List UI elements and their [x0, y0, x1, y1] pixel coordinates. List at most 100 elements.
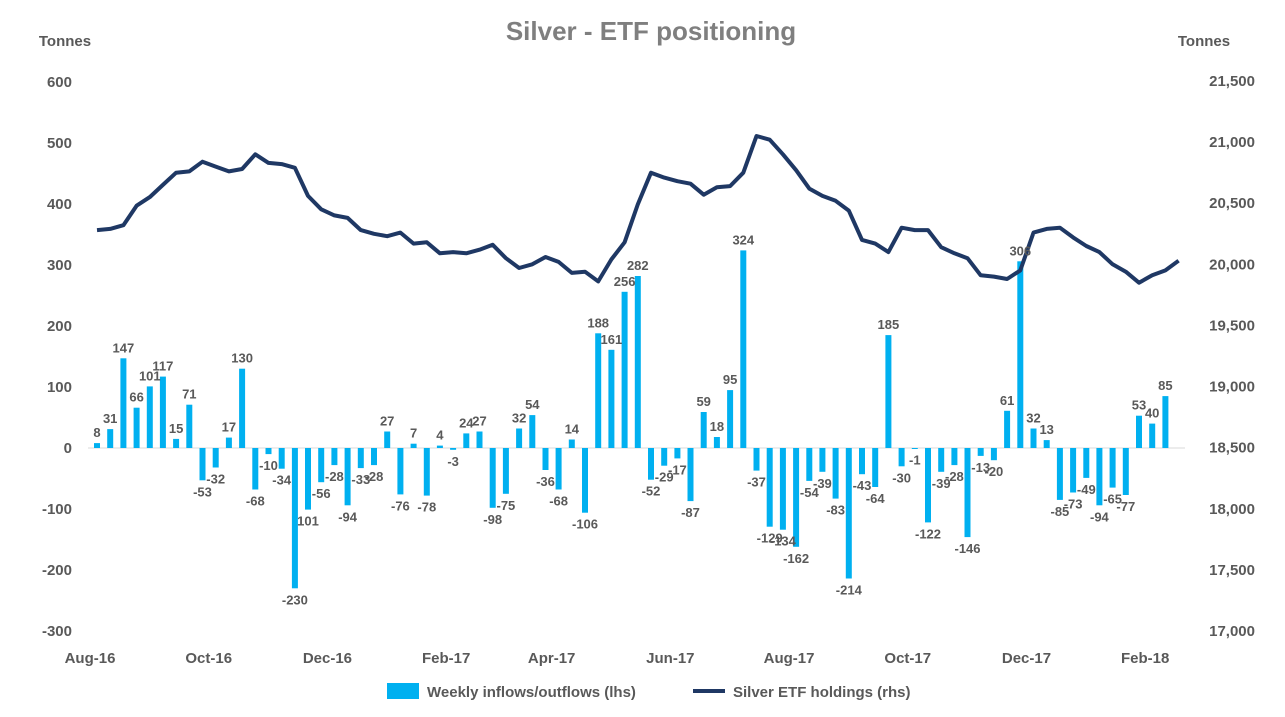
bar-data-label: -162 — [783, 551, 809, 566]
left-axis-tick-label: 100 — [47, 379, 72, 396]
bar-data-label: -56 — [312, 486, 331, 501]
bar-weekly-flow — [872, 448, 879, 487]
bar-data-label: 95 — [723, 372, 737, 387]
bar-data-label: -53 — [193, 484, 212, 499]
bar-weekly-flow — [845, 448, 852, 579]
bar-weekly-flow — [146, 386, 153, 448]
bar-data-label: -106 — [572, 517, 598, 532]
bar-weekly-flow — [608, 349, 615, 448]
bar-weekly-flow — [753, 448, 760, 471]
bar-data-label: -36 — [536, 474, 555, 489]
bar-data-label: -78 — [417, 500, 436, 515]
bar-weekly-flow — [819, 448, 826, 472]
bar-data-label: 61 — [1000, 393, 1014, 408]
x-axis-tick-label: Aug-16 — [65, 650, 116, 667]
bar-weekly-flow — [291, 448, 298, 589]
bar-data-label: 7 — [410, 426, 417, 441]
bar-data-label: 32 — [512, 411, 526, 426]
bar-data-label: -43 — [853, 478, 872, 493]
bar-data-label: -76 — [391, 498, 410, 513]
bar-weekly-flow — [687, 448, 694, 502]
bar-data-label: -68 — [549, 494, 568, 509]
bar-weekly-flow — [318, 448, 325, 483]
bar-data-label: 306 — [1009, 243, 1031, 258]
bar-data-label: 71 — [182, 387, 196, 402]
bar-data-label: -20 — [985, 464, 1004, 479]
bar-weekly-flow — [199, 448, 206, 481]
bar-data-label: 66 — [129, 390, 143, 405]
x-axis-tick-label: Oct-16 — [185, 650, 232, 667]
bar-data-label: -98 — [483, 512, 502, 527]
bar-data-label: -3 — [447, 454, 459, 469]
bar-weekly-flow — [1056, 448, 1063, 500]
bar-data-labels: 831147661011171571-53-3217130-68-10-34-2… — [93, 232, 1172, 607]
bar-weekly-flow — [1136, 415, 1142, 448]
right-axis-tick-label: 18,000 — [1209, 501, 1255, 518]
bar-weekly-flow — [397, 448, 404, 495]
bar-weekly-flow — [265, 448, 272, 455]
bar-data-label: -68 — [246, 494, 265, 509]
bar-data-label: -75 — [497, 498, 516, 513]
right-axis-tick-label: 20,500 — [1209, 195, 1255, 212]
bar-data-label: 256 — [614, 274, 636, 289]
right-axis-tick-label: 21,000 — [1209, 134, 1255, 151]
bar-weekly-flow — [1017, 261, 1024, 448]
x-axis-tick-label: Aug-17 — [764, 650, 815, 667]
bar-data-label: 27 — [472, 414, 486, 429]
bar-data-label: 130 — [231, 351, 253, 366]
legend-swatch-weekly-flows — [387, 683, 419, 699]
bar-weekly-flow — [990, 448, 997, 461]
bar-data-label: 8 — [93, 425, 100, 440]
right-axis-unit-label: Tonnes — [1178, 33, 1230, 50]
line-series-etf-holdings — [96, 134, 1180, 285]
bar-weekly-flow — [489, 448, 496, 508]
bar-weekly-flow — [384, 431, 391, 448]
bar-data-label: -64 — [866, 491, 886, 506]
right-axis-tick-label: 19,500 — [1209, 317, 1255, 334]
bar-data-label: 24 — [459, 415, 474, 430]
bar-weekly-flow — [463, 433, 470, 448]
x-axis-tick-label: Jun-17 — [646, 650, 694, 667]
bar-data-label: -30 — [892, 470, 911, 485]
bar-weekly-flow — [832, 448, 839, 499]
bar-data-label: 101 — [139, 368, 161, 383]
right-axis-tick-label: 21,500 — [1209, 73, 1255, 90]
legend: Weekly inflows/outflows (lhs) Silver ETF… — [387, 683, 911, 701]
bar-weekly-flow — [331, 448, 338, 466]
bar-data-label: 27 — [380, 414, 394, 429]
x-axis-tick-label: Dec-16 — [303, 650, 352, 667]
bar-data-label: -73 — [1064, 497, 1083, 512]
bar-weekly-flow — [793, 448, 800, 547]
legend-label-etf-holdings: Silver ETF holdings (rhs) — [733, 684, 911, 701]
bar-data-label: -49 — [1077, 482, 1096, 497]
left-axis-tick-label: 300 — [47, 257, 72, 274]
bar-data-label: 31 — [103, 411, 117, 426]
bar-data-label: 188 — [587, 315, 609, 330]
bar-weekly-flow — [1149, 423, 1156, 448]
bar-weekly-flow — [1043, 440, 1050, 448]
bar-data-label: -10 — [259, 458, 278, 473]
right-axis-tick-label: 18,500 — [1209, 440, 1255, 457]
bar-data-label: 117 — [152, 359, 173, 374]
left-axis-tick-label: 200 — [47, 318, 72, 335]
left-axis-tick-label: -300 — [42, 623, 72, 640]
left-axis-ticks: -300 -200 -100 0 100 200 300 400 500 600 — [42, 74, 72, 640]
bar-data-label: 15 — [169, 421, 183, 436]
left-axis-tick-label: 500 — [47, 135, 72, 152]
bar-data-label: -33 — [351, 472, 370, 487]
bar-data-label: -29 — [655, 470, 674, 485]
chart-title: Silver - ETF positioning — [506, 16, 796, 46]
bar-data-label: 147 — [113, 340, 135, 355]
bar-weekly-flow — [911, 448, 918, 449]
bar-weekly-flow — [885, 335, 892, 448]
bar-series-weekly-flows — [94, 250, 1169, 589]
bar-data-label: 59 — [696, 394, 710, 409]
bar-data-label: -129 — [757, 531, 783, 546]
right-axis-tick-label: 19,000 — [1209, 379, 1255, 396]
right-axis-tick-label: 17,500 — [1209, 562, 1255, 579]
bar-weekly-flow — [107, 429, 114, 448]
bar-weekly-flow — [713, 437, 720, 448]
bar-weekly-flow — [977, 448, 984, 456]
bar-data-label: -87 — [681, 505, 700, 520]
bar-weekly-flow — [450, 448, 457, 450]
